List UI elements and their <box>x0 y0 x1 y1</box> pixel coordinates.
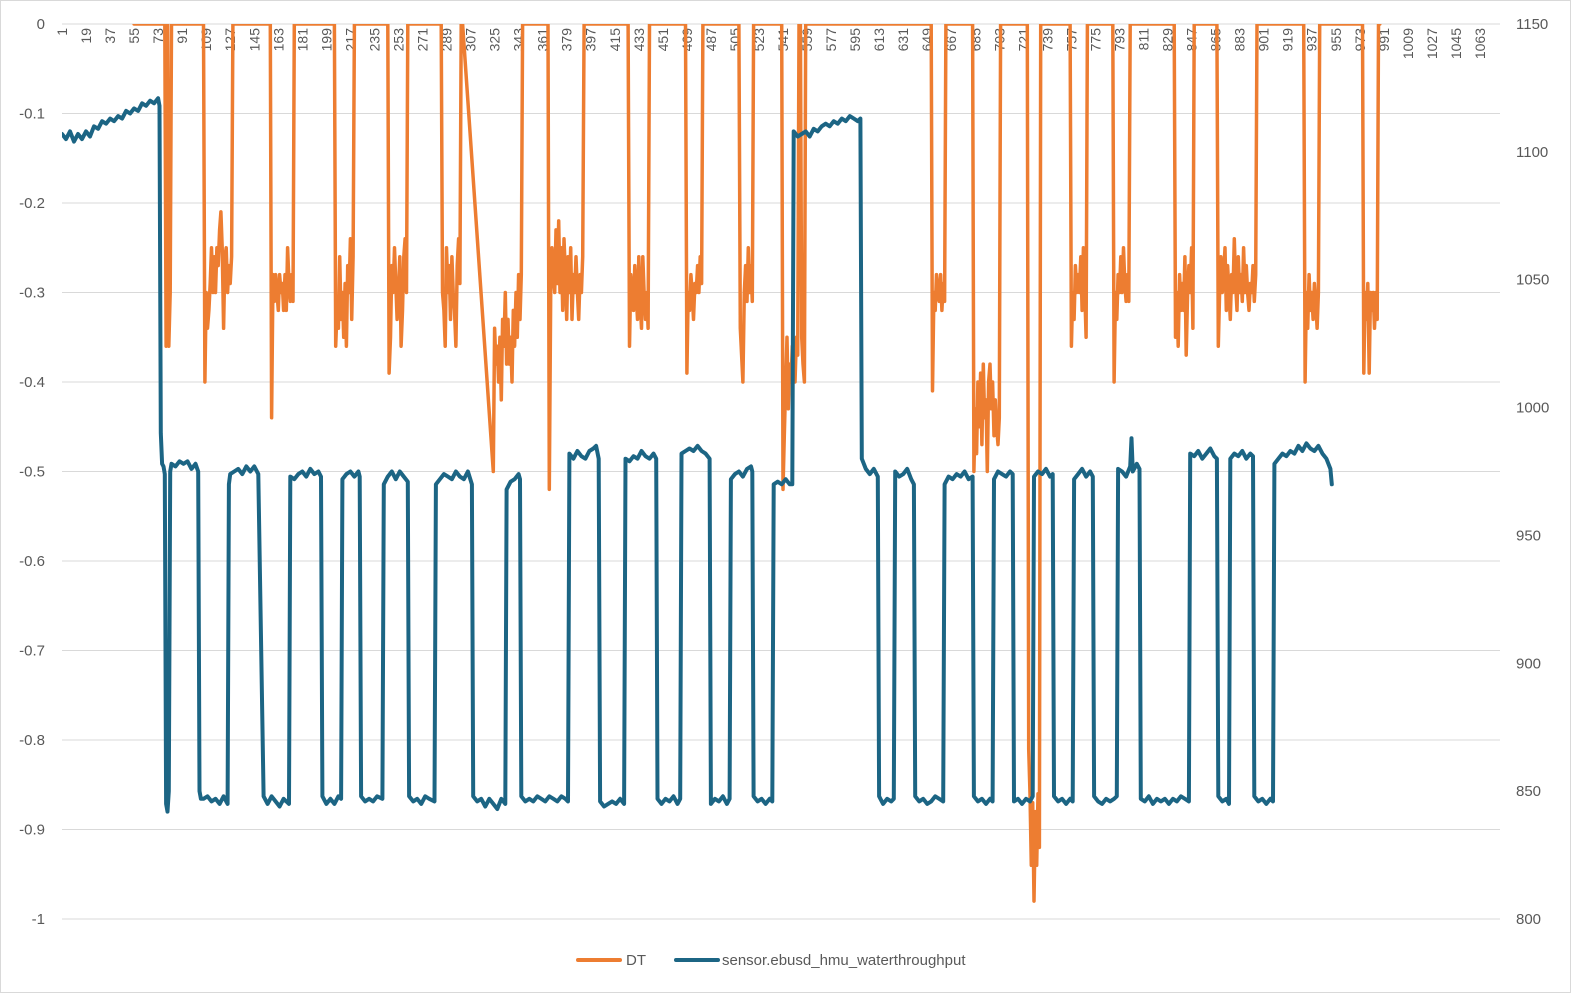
x-axis-tick-label: 199 <box>318 28 334 52</box>
x-axis-tick-label: 775 <box>1087 28 1103 52</box>
right-axis-tick-label: 800 <box>1516 911 1541 928</box>
x-axis-tick-label: 127 <box>222 28 238 52</box>
x-axis-tick-label: 145 <box>246 28 262 52</box>
x-axis-tick-label: 1027 <box>1424 28 1440 59</box>
left-axis-tick-label: -0.6 <box>19 553 45 570</box>
left-axis-tick-label: -0.3 <box>19 285 45 302</box>
x-axis-tick-label: 325 <box>487 28 503 52</box>
x-axis-tick-label: 829 <box>1160 28 1176 52</box>
left-axis-tick-labels: 0 -0.1 -0.2 -0.3 -0.4 -0.5 -0.6 -0.7 -0.8 -0.9 -1 <box>19 16 45 928</box>
x-axis-tick-label: 307 <box>463 28 479 52</box>
x-axis-tick-label: 163 <box>270 28 286 52</box>
x-axis-tick-label: 1045 <box>1448 28 1464 59</box>
x-axis-tick-label: 847 <box>1184 28 1200 52</box>
x-axis-tick-label: 595 <box>847 28 863 52</box>
series-lines <box>62 24 1382 903</box>
x-axis-tick-label: 937 <box>1304 28 1320 52</box>
left-axis-tick-label: -0.4 <box>19 374 45 391</box>
x-axis-tick-label: 271 <box>415 28 431 52</box>
legend-label: sensor.ebusd_hmu_waterthroughput <box>722 952 966 969</box>
x-axis-tick-label: 919 <box>1280 28 1296 52</box>
x-axis-tick-label: 811 <box>1136 28 1152 51</box>
x-axis-tick-label: 577 <box>823 28 839 52</box>
x-axis-tick-label: 181 <box>294 28 310 52</box>
series-line-dt <box>132 24 1382 903</box>
x-axis-tick-label: 1 <box>54 28 70 36</box>
right-axis-tick-label: 1150 <box>1516 16 1548 33</box>
x-axis-tick-label: 397 <box>583 28 599 52</box>
right-axis-tick-label: 1000 <box>1516 400 1549 417</box>
left-axis-tick-label: -1 <box>32 911 45 928</box>
x-axis-tick-label: 73 <box>150 28 166 44</box>
right-axis-tick-labels: 1150 1100 1050 1000 950 900 850 800 <box>1516 16 1549 928</box>
x-axis-tick-label: 1009 <box>1400 28 1416 59</box>
x-axis-tick-label: 433 <box>631 28 647 52</box>
x-axis-tick-label: 415 <box>607 28 623 52</box>
x-axis-tick-label: 883 <box>1232 28 1248 52</box>
x-axis-tick-label: 37 <box>102 28 118 44</box>
left-axis-tick-label: -0.5 <box>19 464 45 481</box>
right-axis-tick-label: 900 <box>1516 655 1541 672</box>
legend: DT sensor.ebusd_hmu_waterthroughput <box>576 952 966 969</box>
x-axis-tick-label: 739 <box>1039 28 1055 52</box>
x-axis-tick-label: 793 <box>1111 28 1127 52</box>
right-axis-tick-label: 1100 <box>1516 144 1548 161</box>
x-axis-tick-label: 253 <box>390 28 406 52</box>
left-axis-tick-label: -0.8 <box>19 732 45 749</box>
x-axis-tick-label: 379 <box>559 28 575 52</box>
left-axis-tick-label: 0 <box>37 16 45 33</box>
x-axis-tick-label: 613 <box>871 28 887 52</box>
left-axis-tick-label: -0.9 <box>19 822 45 839</box>
x-axis-tick-label: 109 <box>198 28 214 52</box>
left-axis-tick-label: -0.2 <box>19 195 45 212</box>
x-axis-tick-label: 1063 <box>1472 28 1488 59</box>
left-axis-tick-label: -0.1 <box>19 106 45 123</box>
x-axis-tick-label: 451 <box>655 28 671 52</box>
series-line-waterthroughput <box>62 96 1334 814</box>
x-axis-tick-label: 901 <box>1256 28 1272 52</box>
x-axis-tick-label: 955 <box>1328 28 1344 52</box>
x-axis-tick-label: 235 <box>366 28 382 52</box>
x-axis-tick-label: 487 <box>703 28 719 52</box>
right-axis-tick-label: 850 <box>1516 783 1541 800</box>
x-axis-tick-label: 631 <box>895 28 911 52</box>
x-axis-tick-label: 91 <box>174 28 190 44</box>
x-axis-tick-label: 55 <box>126 28 142 44</box>
x-axis-tick-label: 19 <box>78 28 94 44</box>
x-axis-tick-label: 973 <box>1352 28 1368 52</box>
right-axis-tick-label: 1050 <box>1516 272 1549 289</box>
right-axis-tick-label: 950 <box>1516 527 1541 544</box>
left-axis-tick-label: -0.7 <box>19 643 45 660</box>
legend-label: DT <box>626 952 646 969</box>
x-axis-tick-label: 685 <box>967 28 983 52</box>
